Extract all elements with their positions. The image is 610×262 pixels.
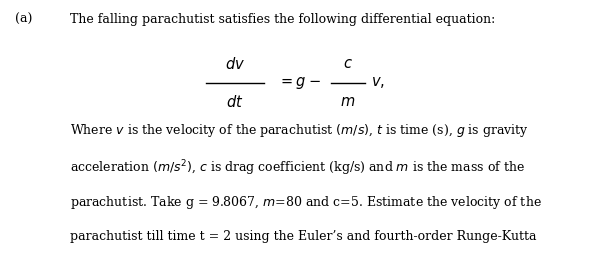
Text: $dt$: $dt$ xyxy=(226,94,243,110)
Text: $m$: $m$ xyxy=(340,95,356,109)
Text: $v,$: $v,$ xyxy=(371,75,385,90)
Text: parachutist. Take g = 9.8067, $m$=80 and c=5. Estimate the velocity of the: parachutist. Take g = 9.8067, $m$=80 and… xyxy=(70,194,542,211)
Text: $= g -$: $= g -$ xyxy=(278,74,320,91)
Text: parachutist till time t = 2 using the Euler’s and fourth-order Runge-Kutta: parachutist till time t = 2 using the Eu… xyxy=(70,230,537,243)
Text: The falling parachutist satisfies the following differential equation:: The falling parachutist satisfies the fo… xyxy=(70,13,495,26)
Text: $c$: $c$ xyxy=(343,57,353,71)
Text: Where $v$ is the velocity of the parachutist $(m/s)$, $t$ is time (s), $g$ is gr: Where $v$ is the velocity of the parachu… xyxy=(70,122,529,139)
Text: acceleration $(m/s^2)$, $c$ is drag coefficient (kg/s) and $m$ is the mass of th: acceleration $(m/s^2)$, $c$ is drag coef… xyxy=(70,158,525,178)
Text: $dv$: $dv$ xyxy=(225,56,245,72)
Text: (a): (a) xyxy=(15,13,32,26)
